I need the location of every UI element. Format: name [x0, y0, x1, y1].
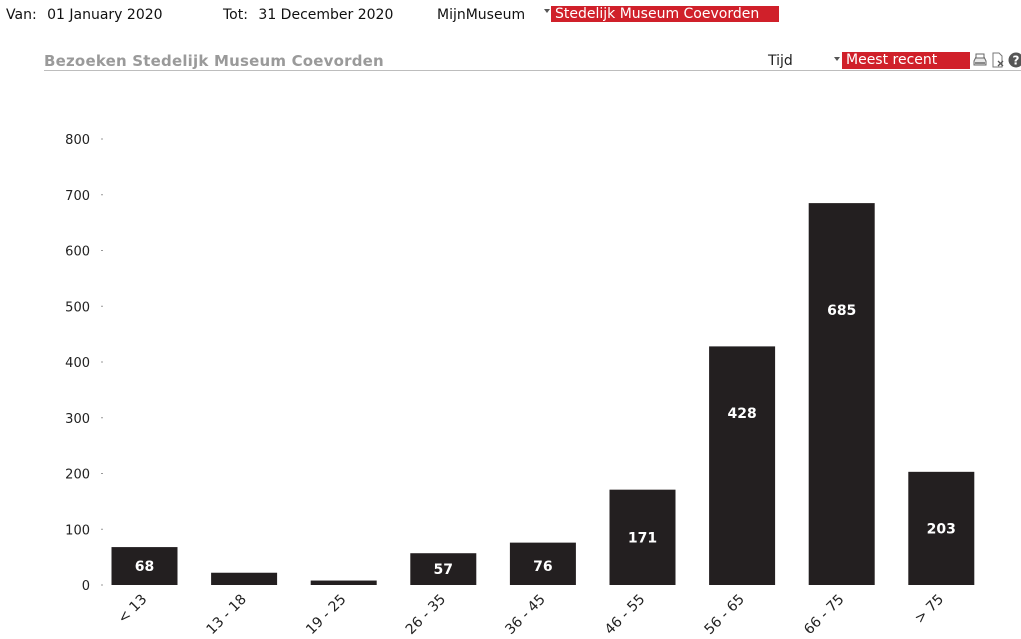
x-category-label: 13 - 18 — [204, 592, 250, 638]
time-label: Tijd — [768, 53, 793, 69]
svg-text:?: ? — [1013, 54, 1020, 68]
y-tick-label: 600 — [65, 245, 90, 260]
x-category-label: < 13 — [115, 592, 150, 627]
chevron-down-icon[interactable] — [544, 9, 550, 13]
x-category-label: 66 - 75 — [801, 592, 847, 638]
y-tick-label: 200 — [65, 468, 90, 483]
bar-value-label: 68 — [135, 559, 154, 575]
museum-label: MijnMuseum — [437, 7, 526, 23]
y-tick-label: 800 — [65, 133, 90, 148]
bar[interactable] — [808, 203, 875, 586]
y-tick-label: 700 — [65, 189, 90, 204]
from-date-value[interactable]: 01 January 2020 — [47, 7, 163, 23]
y-tick-label: 100 — [65, 523, 90, 538]
save-icon[interactable] — [972, 52, 988, 68]
to-filter[interactable]: Tot: 31 December 2020 — [223, 7, 393, 23]
x-category-label: 46 - 55 — [602, 592, 648, 638]
to-date-value[interactable]: 31 December 2020 — [258, 7, 394, 23]
bar-value-label: 203 — [927, 521, 956, 537]
time-select[interactable]: Meest recent — [842, 52, 970, 69]
museum-select[interactable]: Stedelijk Museum Coevorden — [551, 6, 779, 22]
help-icon[interactable]: ? — [1008, 52, 1021, 68]
y-tick-label: 500 — [65, 300, 90, 315]
bar[interactable] — [609, 489, 676, 585]
chevron-down-icon[interactable] — [834, 57, 840, 61]
x-category-label: 19 - 25 — [303, 592, 349, 638]
bar[interactable] — [509, 542, 576, 585]
x-category-label: 26 - 35 — [403, 592, 449, 638]
panel-title: Bezoeken Stedelijk Museum Coevorden — [44, 52, 384, 70]
bar-value-label: 685 — [827, 303, 856, 319]
bar[interactable] — [410, 553, 477, 585]
from-filter[interactable]: Van: 01 January 2020 — [6, 7, 163, 23]
x-category-label: > 75 — [912, 592, 947, 627]
to-label: Tot: — [223, 7, 248, 23]
title-divider — [44, 70, 1021, 71]
bar[interactable] — [310, 580, 377, 585]
x-category-label: 56 - 65 — [702, 592, 748, 638]
bar-value-label: 76 — [533, 559, 552, 575]
bar[interactable] — [211, 572, 278, 585]
bar-value-label: 171 — [628, 530, 657, 546]
y-tick-label: 0 — [82, 579, 90, 594]
from-label: Van: — [6, 7, 37, 23]
bar-value-label: 57 — [434, 562, 453, 578]
bar[interactable] — [111, 547, 178, 585]
y-tick-label: 300 — [65, 412, 90, 427]
export-icon[interactable] — [990, 52, 1006, 68]
y-tick-label: 400 — [65, 356, 90, 371]
bar[interactable] — [908, 471, 975, 585]
bar-value-label: 428 — [727, 406, 756, 422]
bar[interactable] — [709, 346, 776, 585]
x-category-label: 36 - 45 — [502, 592, 548, 638]
